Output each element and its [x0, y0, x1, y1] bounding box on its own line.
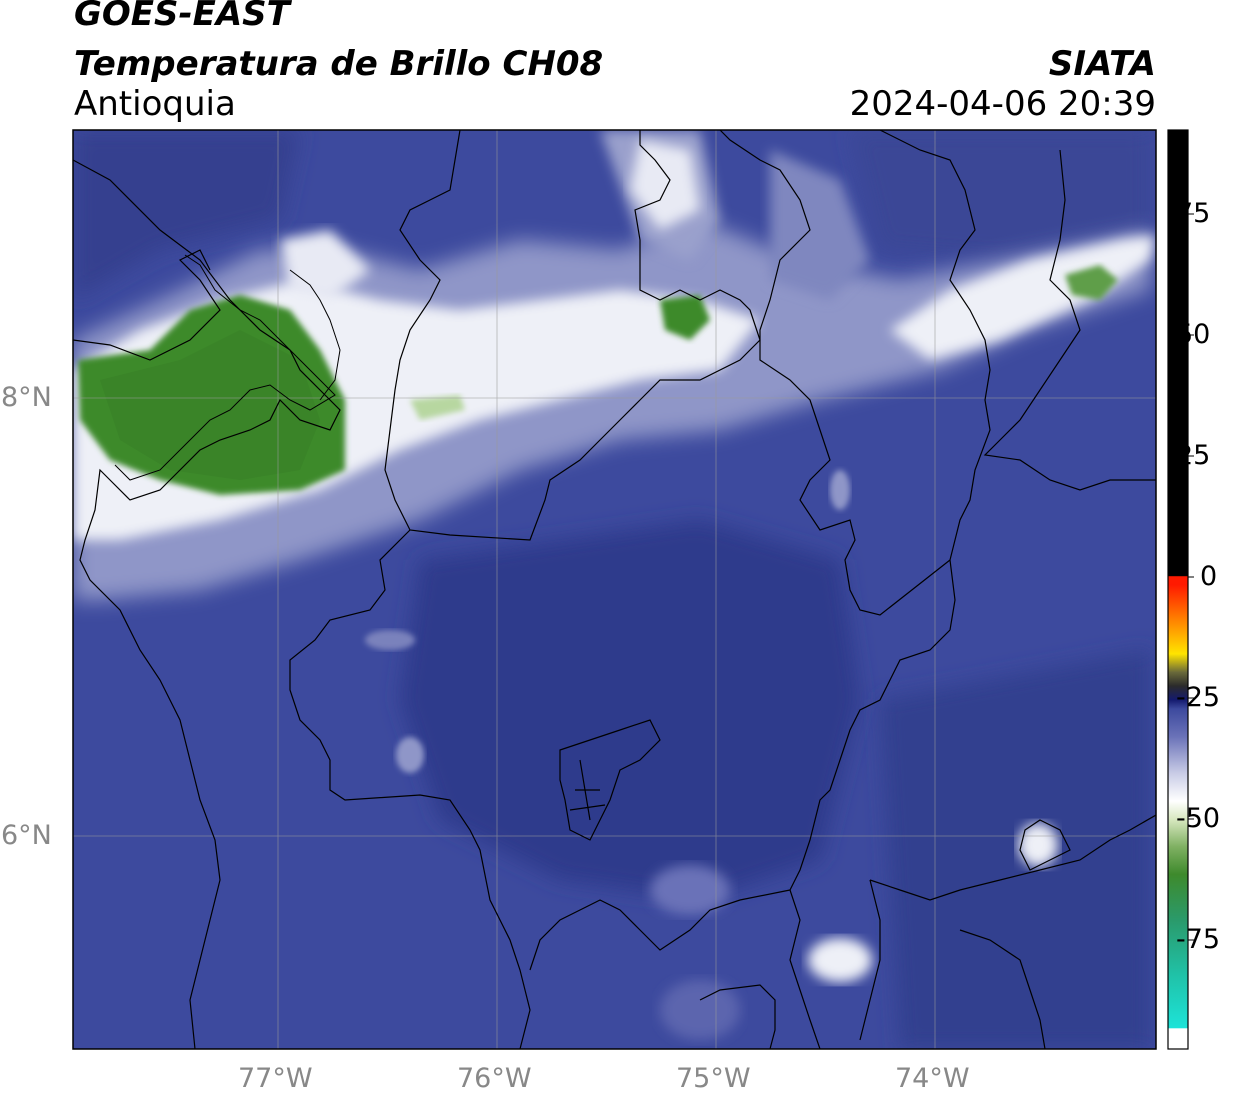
colorbar-ticks — [1188, 213, 1194, 941]
colorbar-label-0: 0 — [1200, 561, 1218, 592]
map-frame — [72, 129, 1157, 1050]
colorbar-label-50: 50 — [1176, 319, 1211, 350]
lon-tick-77w: 77°W — [238, 1063, 313, 1094]
satellite-title: GOES-EAST — [74, 0, 290, 34]
lat-tick-6n: 6°N — [1, 820, 52, 851]
colorbar-label-75: 75 — [1176, 198, 1211, 229]
colorbar-frame — [1167, 129, 1189, 1050]
product-title: Temperatura de Brillo CH08 — [74, 44, 604, 84]
lon-tick-76w: 76°W — [457, 1063, 532, 1094]
lat-tick-8n: 8°N — [1, 382, 52, 413]
gridlines — [73, 130, 1156, 1049]
agency-label: SIATA — [1048, 44, 1156, 84]
coastline — [114, 254, 341, 481]
colorbar-label-minus25: -25 — [1176, 682, 1221, 713]
political-boundaries — [73, 130, 1156, 1049]
lon-tick-74w: 74°W — [895, 1063, 970, 1094]
brightness-temperature-field — [73, 130, 1156, 1049]
colorbar-label-minus75: -75 — [1176, 924, 1221, 955]
colorbar-label-minus50: -50 — [1176, 803, 1221, 834]
lon-tick-75w: 75°W — [676, 1063, 751, 1094]
colorbar-scale — [1168, 130, 1188, 1049]
region-label: Antioquia — [74, 84, 236, 124]
colorbar-label-25: 25 — [1176, 440, 1211, 471]
datetime-label: 2024-04-06 20:39 — [849, 84, 1156, 124]
